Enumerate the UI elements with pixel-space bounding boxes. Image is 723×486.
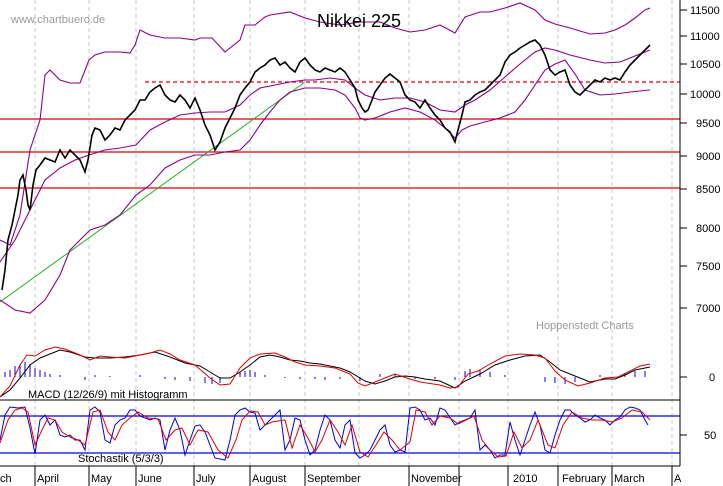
svg-text:February: February bbox=[562, 473, 607, 485]
svg-text:June: June bbox=[138, 473, 162, 485]
stoch-k-line bbox=[0, 406, 649, 461]
svg-text:April: April bbox=[37, 473, 59, 485]
chart-title: Nikkei 225 bbox=[317, 11, 401, 31]
watermark-bottom: Hoppenstedt Charts bbox=[536, 320, 634, 332]
right-axis: 11500 11000 10500 10000 9500 9000 8500 8… bbox=[679, 0, 721, 466]
svg-text:2010: 2010 bbox=[513, 473, 537, 485]
watermark-top: www.chartbuero.de bbox=[10, 14, 105, 26]
svg-text:8500: 8500 bbox=[696, 184, 720, 196]
svg-text:7500: 7500 bbox=[696, 261, 720, 273]
trendline bbox=[0, 81, 306, 303]
macd-label: MACD (12/26/9) mit Histogramm bbox=[28, 389, 188, 401]
macd-signal-line bbox=[0, 346, 651, 398]
macd-zero-label: 0 bbox=[709, 372, 715, 384]
stoch-mid-label: 50 bbox=[704, 430, 716, 442]
stoch-label: Stochastik (5/3/3) bbox=[78, 453, 164, 465]
bollinger-bands bbox=[0, 2, 651, 314]
price-candles bbox=[1, 39, 651, 291]
macd-panel: MACD (12/26/9) mit Histogramm bbox=[0, 346, 651, 401]
svg-text:November: November bbox=[411, 473, 462, 485]
svg-text:8000: 8000 bbox=[696, 223, 720, 235]
svg-text:September: September bbox=[307, 473, 361, 485]
macd-histogram bbox=[4, 362, 646, 384]
svg-text:A: A bbox=[674, 473, 682, 485]
stoch-d-line bbox=[0, 407, 651, 459]
svg-text:7000: 7000 bbox=[696, 303, 720, 315]
svg-text:March: March bbox=[614, 473, 645, 485]
support-lines bbox=[0, 81, 680, 189]
stochastic-panel: Stochastik (5/3/3) bbox=[0, 406, 680, 465]
svg-text:9500: 9500 bbox=[696, 118, 720, 130]
svg-text:10500: 10500 bbox=[690, 59, 721, 71]
svg-text:July: July bbox=[196, 473, 216, 485]
svg-text:11500: 11500 bbox=[690, 5, 720, 17]
svg-text:May: May bbox=[91, 473, 112, 485]
x-axis: ch April May June July August September … bbox=[0, 465, 682, 486]
svg-text:August: August bbox=[252, 473, 286, 485]
svg-text:10000: 10000 bbox=[690, 89, 721, 101]
svg-text:ch: ch bbox=[0, 473, 12, 485]
svg-text:11000: 11000 bbox=[690, 31, 720, 43]
svg-text:9000: 9000 bbox=[696, 151, 720, 163]
vertical-gridlines bbox=[34, 0, 673, 466]
